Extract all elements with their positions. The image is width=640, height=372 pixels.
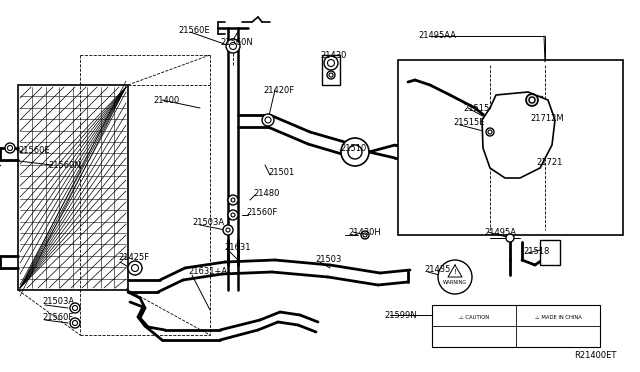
Circle shape [226,228,230,232]
Bar [432,305,600,347]
Text: 21510: 21510 [340,144,366,153]
Circle shape [348,145,362,159]
Text: 21503: 21503 [315,256,341,264]
Bar [18,85,128,290]
Circle shape [506,234,514,242]
Circle shape [8,145,13,151]
Text: 21430H: 21430H [348,228,381,237]
Bar [540,240,560,265]
Bar [398,60,623,235]
Circle shape [363,233,367,237]
Text: 21503A: 21503A [42,298,74,307]
Text: WARNING: WARNING [443,279,467,285]
Text: 21495A: 21495A [484,228,516,237]
Text: !: ! [454,269,456,275]
Text: 21560F: 21560F [246,208,277,217]
Circle shape [231,213,235,217]
Text: 21560F: 21560F [42,314,73,323]
Text: 21430: 21430 [320,51,346,60]
Circle shape [72,305,77,311]
Text: 21560E: 21560E [178,26,210,35]
Text: ⚠ CAUTION: ⚠ CAUTION [459,314,489,320]
Text: R21400ET: R21400ET [574,352,616,360]
Text: 21503A: 21503A [192,218,224,227]
Text: 21425F: 21425F [118,253,149,263]
Text: 21501: 21501 [268,167,294,176]
Polygon shape [482,92,555,178]
Text: 21515: 21515 [463,103,489,112]
Text: ⚠ MADE IN CHINA: ⚠ MADE IN CHINA [534,314,581,320]
Circle shape [70,318,80,328]
Text: 21480: 21480 [253,189,280,198]
Circle shape [526,94,538,106]
Circle shape [230,42,237,49]
Text: 21560N: 21560N [220,38,253,46]
Text: 21560E: 21560E [18,145,50,154]
Circle shape [488,130,492,134]
Circle shape [228,195,238,205]
Circle shape [72,321,77,326]
Circle shape [486,128,494,136]
Circle shape [262,114,274,126]
Text: 21495AA: 21495AA [418,31,456,39]
Text: 21435: 21435 [424,266,451,275]
Circle shape [361,231,369,239]
Text: 21631+A: 21631+A [188,267,227,276]
Circle shape [128,261,142,275]
Bar [528,96,542,104]
Circle shape [341,138,369,166]
Circle shape [529,97,535,103]
Bar [322,55,340,85]
Circle shape [438,260,472,294]
Circle shape [223,225,233,235]
Text: 21721: 21721 [536,157,563,167]
Circle shape [327,71,335,79]
Text: 21599N: 21599N [384,311,417,320]
Circle shape [324,56,338,70]
Circle shape [328,60,335,67]
Circle shape [131,264,138,272]
Text: 21515E: 21515E [453,118,484,126]
Text: 21631: 21631 [224,244,250,253]
Text: 21712M: 21712M [530,113,564,122]
Circle shape [226,39,240,53]
Text: 21420F: 21420F [263,86,294,94]
Text: 21400: 21400 [153,96,179,105]
Circle shape [70,303,80,313]
Circle shape [265,117,271,123]
Text: 21518: 21518 [523,247,549,257]
Circle shape [5,143,15,153]
Text: 21560N: 21560N [48,160,81,170]
Circle shape [329,73,333,77]
Circle shape [231,198,235,202]
Circle shape [228,210,238,220]
